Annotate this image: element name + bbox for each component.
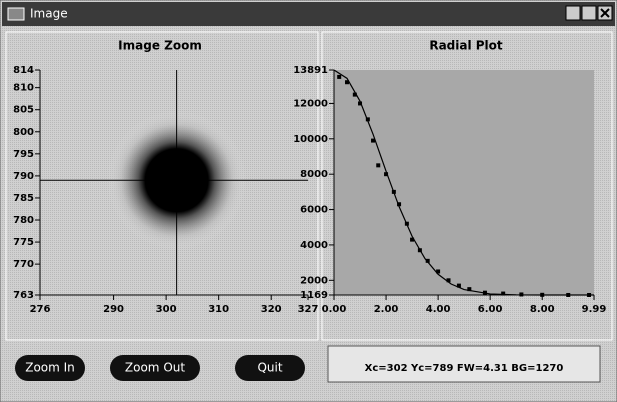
chart-title: Image Zoom <box>118 39 202 53</box>
window-icon[interactable] <box>7 7 25 21</box>
y-tick-label: 775 <box>13 237 34 248</box>
data-point <box>376 163 381 168</box>
x-tick-label: 327 <box>298 304 319 315</box>
y-tick-label: 790 <box>13 171 34 182</box>
fit-line <box>333 69 594 296</box>
left-panel <box>5 31 319 341</box>
data-point <box>358 101 363 106</box>
y-tick-label: 780 <box>13 215 34 226</box>
y-tick-label: 13891 <box>293 65 328 76</box>
maximize-button[interactable] <box>581 5 597 21</box>
y-tick-label: 795 <box>13 149 34 160</box>
data-point <box>501 291 506 296</box>
data-point <box>467 287 472 292</box>
x-tick-label: 0.00 <box>322 304 347 315</box>
x-tick-label: 276 <box>30 304 51 315</box>
y-tick-label: 770 <box>13 259 34 270</box>
data-point <box>397 202 402 207</box>
data-point <box>436 269 441 274</box>
y-tick-label: 2000 <box>300 275 328 286</box>
x-tick-label: 300 <box>156 304 177 315</box>
y-tick-label: 785 <box>13 193 34 204</box>
data-point <box>345 80 350 85</box>
y-tick-label: 800 <box>13 127 34 138</box>
data-point <box>371 138 376 143</box>
y-tick-label: 810 <box>13 83 34 94</box>
status-box <box>327 345 601 383</box>
x-tick-label: 8.00 <box>530 304 555 315</box>
x-tick-label: 9.99 <box>582 304 607 315</box>
plot-background <box>334 70 594 295</box>
data-point <box>425 258 430 263</box>
data-point <box>337 74 342 79</box>
x-tick-label: 4.00 <box>426 304 451 315</box>
y-tick-label: 814 <box>13 65 34 76</box>
y-tick-label: 805 <box>13 105 34 116</box>
y-tick-label: 4000 <box>300 240 328 251</box>
x-tick-label: 6.00 <box>478 304 503 315</box>
button-label: Zoom Out <box>125 361 185 375</box>
y-tick-label: 763 <box>13 290 34 301</box>
data-point <box>384 172 389 177</box>
x-tick-label: 310 <box>208 304 229 315</box>
chart-title: Radial Plot <box>429 39 503 53</box>
x-tick-label: 320 <box>261 304 282 315</box>
button[interactable] <box>235 355 305 381</box>
close-icon <box>600 8 610 18</box>
y-tick-label: 1169 <box>300 290 328 301</box>
button[interactable] <box>15 355 85 381</box>
data-point <box>446 278 451 283</box>
window-title: Image <box>30 7 68 21</box>
x-tick-label: 2.00 <box>374 304 399 315</box>
data-point <box>352 92 357 97</box>
y-tick-label: 12000 <box>293 98 328 109</box>
title-bar <box>2 2 615 26</box>
data-point <box>456 283 461 288</box>
button-label: Zoom In <box>25 361 75 375</box>
y-tick-label: 8000 <box>300 169 328 180</box>
status-text: Xc=302 Yc=789 FW=4.31 BG=1270 <box>365 363 564 374</box>
data-point <box>410 237 415 242</box>
minimize-button[interactable] <box>565 5 581 21</box>
x-tick-label: 290 <box>103 304 124 315</box>
button-label: Quit <box>257 361 282 375</box>
right-panel <box>321 31 613 341</box>
y-tick-label: 6000 <box>300 205 328 216</box>
y-tick-label: 10000 <box>293 134 328 145</box>
button[interactable] <box>110 355 200 381</box>
